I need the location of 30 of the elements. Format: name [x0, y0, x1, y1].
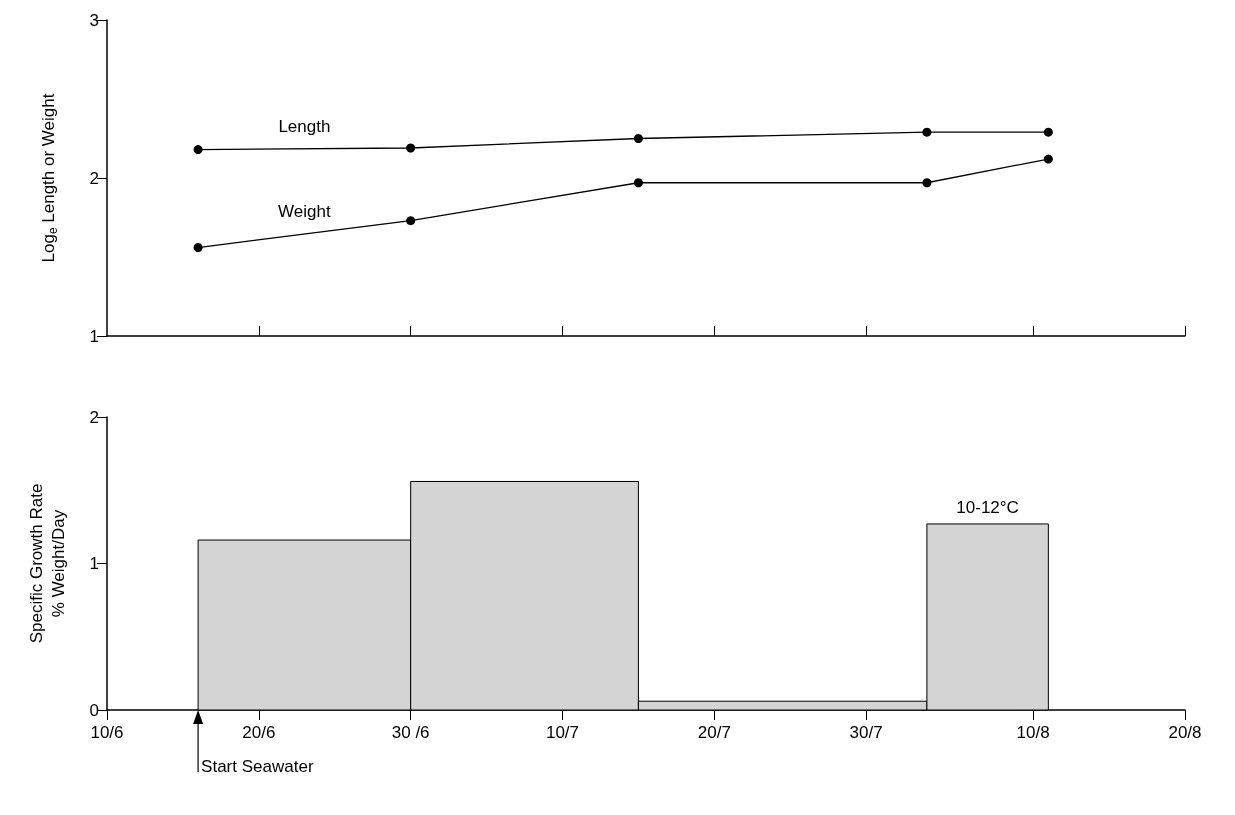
point [406, 216, 416, 226]
y-tick-label: 2 [89, 407, 99, 427]
point [922, 178, 932, 188]
x-tick-label: 30/7 [849, 723, 883, 742]
y-axis-title: Loge Length or Weight [38, 93, 60, 263]
x-tick-label: 20/7 [697, 723, 731, 742]
x-tick-label: 20/6 [242, 723, 276, 742]
series-label: Length [278, 116, 331, 136]
series-label: Weight [278, 202, 331, 222]
x-tick-label: 20/8 [1168, 723, 1202, 742]
point [1043, 127, 1053, 137]
point [633, 134, 643, 143]
y-axis-title: Specific Growth Rate % Weight/Day [26, 483, 68, 644]
point [1043, 154, 1053, 164]
x-tick-label: 30 /6 [391, 723, 430, 742]
x-tick-label: 10/7 [545, 723, 580, 742]
annotation: 10-12°C [956, 497, 1019, 517]
point [922, 127, 932, 137]
point [406, 143, 416, 153]
x-tick-label: 10/6 [90, 723, 124, 742]
point [193, 243, 203, 253]
y-tick-label: 3 [89, 10, 99, 30]
point [633, 178, 643, 188]
y-tick-label: 1 [89, 554, 99, 573]
y-tick-label: 0 [89, 700, 99, 720]
y-tick-label: 1 [89, 326, 99, 346]
y-tick-label: 2 [89, 168, 99, 188]
annotation: Start Seawater [201, 756, 314, 776]
x-tick-label: 10/8 [1016, 723, 1050, 742]
point [193, 145, 203, 155]
